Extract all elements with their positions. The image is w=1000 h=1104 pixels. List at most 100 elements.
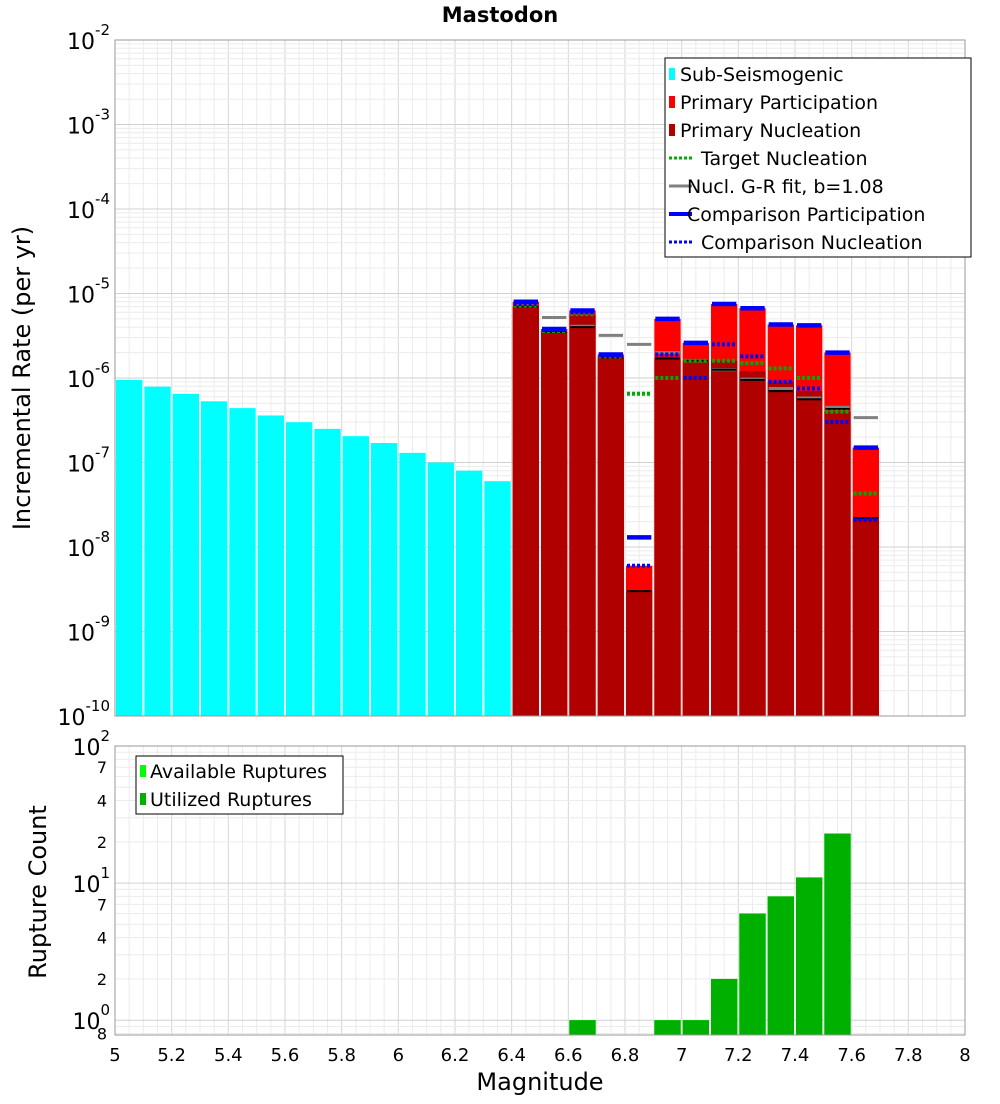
sub-seismogenic-bar (342, 436, 369, 716)
sub-seismogenic-bar (144, 386, 171, 716)
y-tick-exp: -2 (95, 21, 110, 39)
y-tick-label: 10-10 (58, 697, 111, 731)
y-tick-label: 101 (72, 864, 110, 898)
sub-seismogenic-bar (371, 443, 398, 716)
primary-nucleation-bar (512, 306, 539, 716)
x-tick-label: 5 (109, 1045, 120, 1066)
primary-nucleation-bar (569, 314, 596, 716)
y-minor-tick-label: 7 (97, 895, 107, 914)
utilized-ruptures-bar (682, 1020, 709, 1035)
x-tick-label: 7.2 (724, 1045, 753, 1066)
x-tick-label: 6.2 (441, 1045, 470, 1066)
primary-nucleation-bar (597, 357, 624, 716)
x-tick-label: 5.8 (327, 1045, 356, 1066)
y-tick-exp: -6 (95, 359, 110, 377)
legend-label: Sub-Seismogenic (680, 64, 844, 86)
y-tick-exp: -10 (86, 697, 111, 715)
legend-label: Comparison Participation (687, 204, 925, 226)
x-tick-label: 8 (959, 1045, 970, 1066)
x-tick-label: 5.4 (214, 1045, 243, 1066)
primary-nucleation-bar (654, 358, 681, 716)
y-minor-tick-label: 7 (97, 758, 107, 777)
utilized-ruptures-bar (739, 913, 766, 1035)
y-tick-exp: -8 (95, 528, 110, 546)
primary-nucleation-bar (711, 360, 738, 716)
y-tick-label: 100 (72, 1001, 110, 1035)
sub-seismogenic-bar (456, 470, 483, 716)
sub-seismogenic-bar (257, 415, 284, 716)
legend-label: Available Ruptures (150, 761, 327, 783)
y-axis-title: Rupture Count (24, 805, 52, 979)
legend-swatch (669, 96, 675, 108)
y-tick-base: 10 (67, 453, 95, 478)
y-tick-exp: -5 (95, 275, 110, 293)
y-tick-label: 10-4 (67, 190, 110, 224)
y-tick-exp: 2 (100, 727, 110, 745)
sub-seismogenic-bar (427, 462, 454, 716)
utilized-ruptures-bar (767, 896, 794, 1035)
x-axis-title: Magnitude (476, 1068, 603, 1096)
sub-seismogenic-bar (286, 422, 313, 716)
y-tick-label: 10-9 (67, 613, 110, 647)
x-tick-label: 6.8 (611, 1045, 640, 1066)
legend-box (664, 57, 972, 258)
y-minor-tick-label: 8 (97, 1024, 107, 1043)
utilized-ruptures-bar (654, 1020, 681, 1035)
y-tick-base: 10 (67, 368, 95, 393)
sub-seismogenic-bar (484, 481, 511, 716)
primary-nucleation-bar (541, 332, 568, 716)
y-tick-base: 10 (72, 736, 100, 761)
primary-nucleation-bar (824, 411, 851, 716)
sub-seismogenic-bar (314, 428, 341, 716)
x-tick-label: 7.4 (781, 1045, 810, 1066)
y-minor-tick-label: 2 (97, 970, 107, 989)
y-tick-base: 10 (67, 622, 95, 647)
primary-nucleation-bar (682, 360, 709, 716)
y-tick-base: 10 (67, 199, 95, 224)
primary-nucleation-bar (626, 591, 653, 716)
legend-label: Comparison Nucleation (701, 232, 923, 254)
plot-frame (114, 745, 966, 1036)
y-minor-tick-label: 4 (97, 792, 107, 811)
y-tick-exp: 0 (100, 1001, 110, 1019)
y-tick-exp: -3 (95, 106, 110, 124)
utilized-ruptures-bar (711, 978, 738, 1035)
legend-label: Target Nucleation (700, 148, 868, 170)
primary-nucleation-bar (852, 518, 879, 716)
y-tick-label: 10-8 (67, 528, 110, 562)
sub-seismogenic-bar (201, 401, 228, 716)
legend-label: Primary Nucleation (680, 120, 861, 142)
y-tick-base: 10 (67, 115, 95, 140)
legend-swatch (669, 124, 675, 136)
utilized-ruptures-bar (824, 833, 851, 1035)
y-tick-exp: -4 (95, 190, 110, 208)
y-tick-base: 10 (72, 1010, 100, 1035)
utilized-ruptures-bar (569, 1020, 596, 1035)
legend-swatch (140, 765, 146, 777)
y-tick-exp: -7 (95, 444, 110, 462)
legend-box (135, 755, 344, 815)
primary-nucleation-bar (767, 381, 794, 716)
y-tick-label: 10-3 (67, 106, 110, 140)
primary-nucleation-bar (796, 391, 823, 716)
y-tick-base: 10 (67, 30, 95, 55)
legend-label: Primary Participation (680, 92, 878, 114)
sub-seismogenic-bar (172, 393, 199, 716)
y-tick-base: 10 (67, 537, 95, 562)
legend-label: Nucl. G-R fit, b=1.08 (687, 176, 884, 198)
sub-seismogenic-bar (399, 452, 426, 716)
y-tick-label: 102 (72, 727, 110, 761)
sub-seismogenic-bar (229, 408, 256, 716)
x-tick-label: 7.8 (894, 1045, 923, 1066)
y-axis-title: Incremental Rate (per yr) (8, 226, 36, 530)
y-minor-tick-label: 4 (97, 929, 107, 948)
x-tick-label: 5.6 (271, 1045, 300, 1066)
legend-swatch (140, 793, 146, 805)
x-tick-label: 5.2 (157, 1045, 186, 1066)
plot-frame (114, 39, 966, 717)
primary-nucleation-bar (739, 371, 766, 716)
x-tick-label: 7.6 (837, 1045, 866, 1066)
